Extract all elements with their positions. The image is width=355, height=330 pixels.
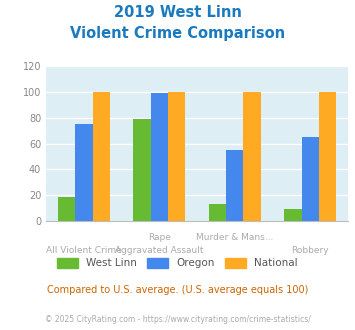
Bar [58,197,75,221]
Bar [301,137,319,221]
Bar [133,119,151,221]
Text: 2019 West Linn: 2019 West Linn [114,5,241,20]
Bar [93,92,110,221]
Text: All Violent Crime: All Violent Crime [46,246,122,255]
Bar [226,150,244,221]
Bar [209,204,226,221]
Text: Aggravated Assault: Aggravated Assault [115,246,203,255]
Text: Violent Crime Comparison: Violent Crime Comparison [70,26,285,41]
Bar [168,92,185,221]
Text: Murder & Mans...: Murder & Mans... [196,233,273,242]
Text: Compared to U.S. average. (U.S. average equals 100): Compared to U.S. average. (U.S. average … [47,285,308,295]
Legend: West Linn, Oregon, National: West Linn, Oregon, National [57,258,298,268]
Text: © 2025 CityRating.com - https://www.cityrating.com/crime-statistics/: © 2025 CityRating.com - https://www.city… [45,315,310,324]
Bar [244,92,261,221]
Bar [75,124,93,221]
Text: Robbery: Robbery [291,246,329,255]
Text: Rape: Rape [148,233,171,242]
Bar [151,93,168,221]
Bar [319,92,336,221]
Bar [284,210,301,221]
